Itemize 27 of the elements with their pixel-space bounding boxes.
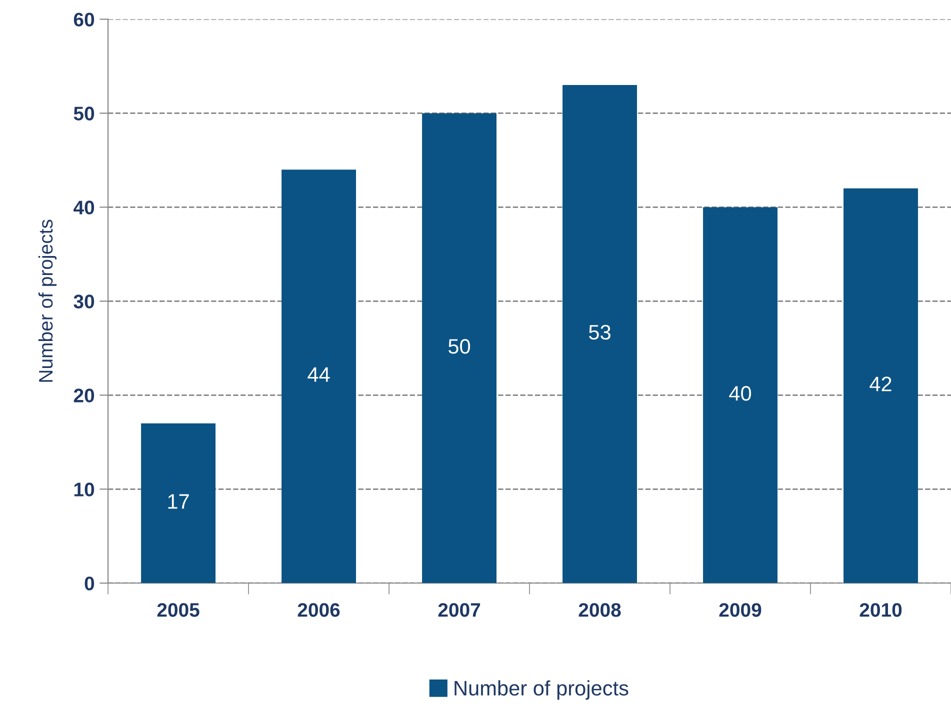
- bar: [562, 85, 637, 584]
- data-label: 50: [448, 339, 470, 354]
- y-tick-label: 0: [84, 576, 94, 590]
- data-label: 53: [589, 324, 610, 340]
- bar: [703, 207, 778, 584]
- x-tick-label: 2008: [578, 603, 621, 617]
- x-tick-label: 2006: [298, 603, 340, 617]
- y-tick-label: 20: [74, 388, 94, 402]
- data-label: 44: [308, 367, 330, 382]
- y-tick-label: 10: [74, 482, 94, 496]
- data-label: 17: [168, 494, 189, 509]
- y-tick-label: 30: [74, 294, 94, 308]
- x-tick-label: 2009: [719, 603, 762, 617]
- bar: [844, 188, 918, 584]
- bar: [282, 170, 356, 584]
- y-tick-label: 60: [74, 12, 94, 26]
- data-label: 42: [870, 376, 892, 392]
- y-axis-title: Number of projects: [38, 220, 57, 382]
- bar: [141, 423, 216, 584]
- legend-label: Number of projects: [454, 680, 628, 700]
- y-tick-label: 50: [74, 106, 94, 120]
- bar: [422, 113, 496, 584]
- data-label: 40: [729, 386, 752, 401]
- x-tick-label: 2010: [860, 603, 902, 617]
- x-tick-label: 2005: [157, 603, 200, 617]
- x-tick-label: 2007: [438, 603, 480, 617]
- y-tick-label: 40: [74, 200, 94, 214]
